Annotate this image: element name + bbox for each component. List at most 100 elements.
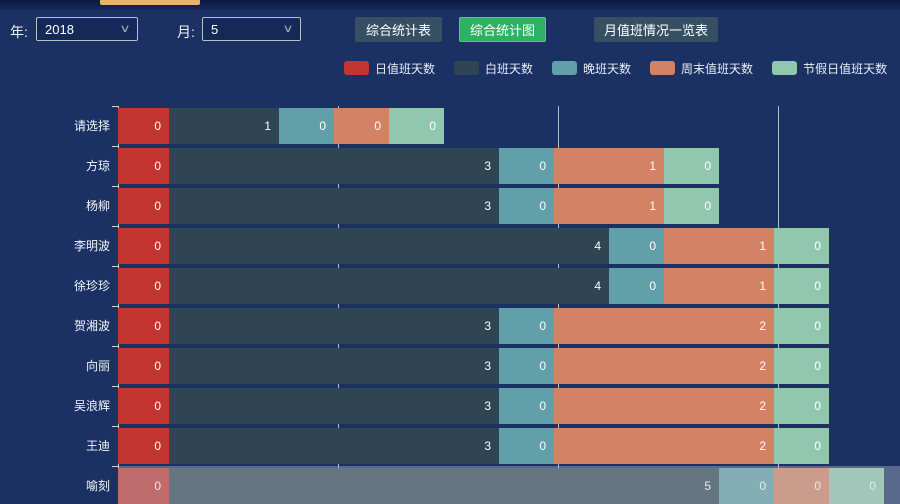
bar-segment-晚班天数[interactable]: 0 bbox=[499, 188, 554, 224]
bar-segment-白班天数[interactable]: 3 bbox=[169, 188, 499, 224]
bar-segment-白班天数[interactable]: 3 bbox=[169, 308, 499, 344]
bar-value-label: 0 bbox=[814, 479, 821, 493]
bar-segment-节假日值班天数[interactable]: 0 bbox=[774, 268, 829, 304]
bar-segment-晚班天数[interactable]: 0 bbox=[499, 348, 554, 384]
bar-segment-晚班天数[interactable]: 0 bbox=[499, 308, 554, 344]
bar-segment-周末值班天数[interactable]: 0 bbox=[774, 468, 829, 504]
bar-segment-晚班天数[interactable]: 0 bbox=[499, 148, 554, 184]
x-gridline bbox=[778, 106, 779, 504]
year-select[interactable]: 2018 ∨ bbox=[36, 17, 138, 41]
bar-segment-晚班天数[interactable]: 0 bbox=[609, 228, 664, 264]
bar-segment-节假日值班天数[interactable]: 0 bbox=[774, 348, 829, 384]
bar-value-label: 4 bbox=[594, 279, 601, 293]
bar-segment-晚班天数[interactable]: 0 bbox=[609, 268, 664, 304]
bar-value-label: 0 bbox=[154, 359, 161, 373]
bar-segment-节假日值班天数[interactable]: 0 bbox=[774, 308, 829, 344]
bar-segment-节假日值班天数[interactable]: 0 bbox=[664, 148, 719, 184]
category-label: 方琼 bbox=[85, 159, 110, 173]
summary-table-button[interactable]: 综合统计表 bbox=[355, 17, 442, 42]
bar-value-label: 0 bbox=[814, 279, 821, 293]
bar-segment-日值班天数[interactable]: 0 bbox=[118, 308, 169, 344]
bar-segment-日值班天数[interactable]: 0 bbox=[118, 228, 169, 264]
bar-segment-周末值班天数[interactable]: 2 bbox=[554, 388, 774, 424]
bar-segment-节假日值班天数[interactable]: 0 bbox=[664, 188, 719, 224]
category-label: 杨柳 bbox=[85, 199, 110, 213]
bar-segment-白班天数[interactable]: 3 bbox=[169, 348, 499, 384]
bar-value-label: 0 bbox=[814, 359, 821, 373]
bar-segment-白班天数[interactable]: 3 bbox=[169, 148, 499, 184]
y-axis-tick bbox=[112, 466, 118, 467]
legend-swatch bbox=[772, 61, 798, 75]
bar-stack: 0 3 0 1 0 bbox=[118, 148, 719, 184]
legend-item[interactable]: 节假日值班天数 bbox=[772, 60, 887, 77]
bar-segment-白班天数[interactable]: 4 bbox=[169, 228, 609, 264]
month-select[interactable]: 5 ∨ bbox=[202, 17, 301, 41]
bar-value-label: 2 bbox=[759, 359, 766, 373]
bar-value-label: 0 bbox=[154, 319, 161, 333]
monthly-duty-list-button[interactable]: 月值班情况一览表 bbox=[594, 17, 718, 42]
chart-row: 请选择 0 1 0 0 0 bbox=[0, 106, 900, 146]
bar-value-label: 5 bbox=[704, 479, 711, 493]
bar-segment-节假日值班天数[interactable]: 0 bbox=[774, 228, 829, 264]
bar-segment-白班天数[interactable]: 3 bbox=[169, 428, 499, 464]
bar-segment-晚班天数[interactable]: 0 bbox=[499, 428, 554, 464]
chart-row: 喻刻 0 5 0 0 0 bbox=[0, 466, 900, 504]
legend-item[interactable]: 日值班天数 bbox=[344, 60, 435, 77]
bar-segment-节假日值班天数[interactable]: 0 bbox=[774, 388, 829, 424]
legend-item[interactable]: 白班天数 bbox=[454, 60, 533, 77]
bar-segment-周末值班天数[interactable]: 1 bbox=[664, 228, 774, 264]
y-axis-tick bbox=[112, 346, 118, 347]
bar-segment-白班天数[interactable]: 3 bbox=[169, 388, 499, 424]
bar-segment-晚班天数[interactable]: 0 bbox=[499, 388, 554, 424]
month-label: 月: bbox=[177, 24, 195, 40]
bar-segment-周末值班天数[interactable]: 2 bbox=[554, 428, 774, 464]
bar-value-label: 2 bbox=[759, 319, 766, 333]
top-strip bbox=[0, 0, 900, 10]
bar-segment-周末值班天数[interactable]: 1 bbox=[554, 188, 664, 224]
bar-segment-周末值班天数[interactable]: 0 bbox=[334, 108, 389, 144]
bar-segment-日值班天数[interactable]: 0 bbox=[118, 268, 169, 304]
category-label: 向丽 bbox=[85, 359, 110, 373]
y-axis-line bbox=[118, 106, 119, 504]
bar-segment-日值班天数[interactable]: 0 bbox=[118, 388, 169, 424]
top-tab-indicator[interactable] bbox=[100, 0, 200, 5]
legend-label: 白班天数 bbox=[485, 61, 534, 76]
bar-segment-节假日值班天数[interactable]: 0 bbox=[389, 108, 444, 144]
bar-segment-日值班天数[interactable]: 0 bbox=[118, 188, 169, 224]
category-label: 吴浪辉 bbox=[73, 399, 110, 413]
bar-segment-日值班天数[interactable]: 0 bbox=[118, 468, 169, 504]
bar-segment-日值班天数[interactable]: 0 bbox=[118, 148, 169, 184]
bar-segment-日值班天数[interactable]: 0 bbox=[118, 108, 169, 144]
bar-segment-周末值班天数[interactable]: 1 bbox=[664, 268, 774, 304]
y-axis-tick bbox=[112, 386, 118, 387]
bar-segment-日值班天数[interactable]: 0 bbox=[118, 428, 169, 464]
category-label: 王迪 bbox=[85, 439, 110, 453]
bar-segment-白班天数[interactable]: 5 bbox=[169, 468, 719, 504]
bar-value-label: 0 bbox=[539, 439, 546, 453]
bar-segment-节假日值班天数[interactable]: 0 bbox=[829, 468, 884, 504]
category-label: 贺湘波 bbox=[73, 319, 110, 333]
legend-swatch bbox=[344, 61, 369, 75]
summary-chart-button[interactable]: 综合统计图 bbox=[459, 17, 546, 42]
bar-segment-日值班天数[interactable]: 0 bbox=[118, 348, 169, 384]
legend-item[interactable]: 晚班天数 bbox=[552, 60, 631, 77]
bar-segment-周末值班天数[interactable]: 1 bbox=[554, 148, 664, 184]
chart-row: 方琼 0 3 0 1 0 bbox=[0, 146, 900, 186]
chart-row: 徐珍珍 0 4 0 1 0 bbox=[0, 266, 900, 306]
bar-segment-晚班天数[interactable]: 0 bbox=[719, 468, 774, 504]
bar-segment-周末值班天数[interactable]: 2 bbox=[554, 308, 774, 344]
bar-value-label: 0 bbox=[539, 399, 546, 413]
y-axis-tick bbox=[112, 226, 118, 227]
bar-segment-白班天数[interactable]: 4 bbox=[169, 268, 609, 304]
legend-label: 节假日值班天数 bbox=[803, 61, 888, 76]
bar-value-label: 4 bbox=[594, 239, 601, 253]
legend-item[interactable]: 周末值班天数 bbox=[650, 60, 753, 77]
bar-stack: 0 3 0 2 0 bbox=[118, 388, 829, 424]
legend-label: 晚班天数 bbox=[583, 61, 632, 76]
bar-segment-周末值班天数[interactable]: 2 bbox=[554, 348, 774, 384]
bar-value-label: 3 bbox=[484, 439, 491, 453]
bar-segment-节假日值班天数[interactable]: 0 bbox=[774, 428, 829, 464]
bar-segment-晚班天数[interactable]: 0 bbox=[279, 108, 334, 144]
bar-segment-白班天数[interactable]: 1 bbox=[169, 108, 279, 144]
